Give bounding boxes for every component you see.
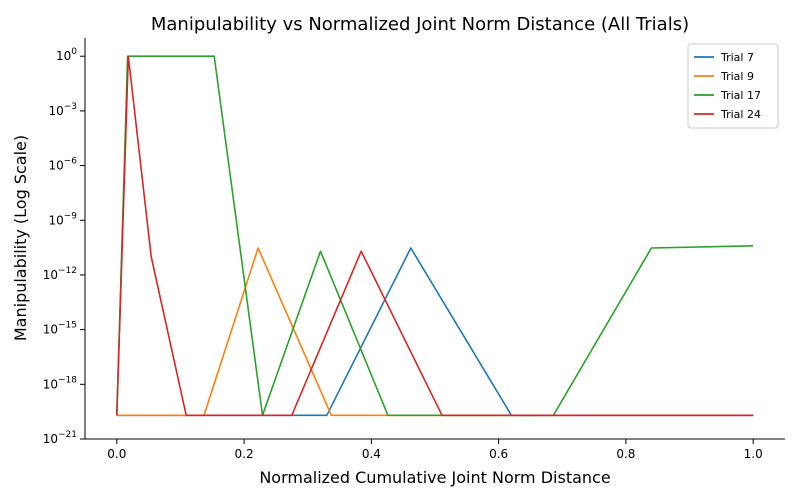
- series-line-trial-17: [116, 55, 754, 417]
- y-tick-label: 10−12: [43, 266, 77, 282]
- x-tick-label: 0.4: [362, 447, 381, 461]
- y-tick-label: 10−21: [43, 430, 77, 446]
- legend-label: Trial 7: [720, 51, 754, 64]
- legend-label: Trial 24: [720, 108, 761, 121]
- y-tick-label: 10−3: [48, 102, 77, 118]
- legend-label: Trial 17: [720, 89, 761, 102]
- series-line-trial-24: [116, 55, 754, 417]
- x-tick-label: 0.6: [489, 447, 508, 461]
- legend-frame: [687, 43, 779, 129]
- y-tick-label: 100: [56, 47, 77, 63]
- y-tick-label: 10−15: [43, 321, 77, 337]
- x-tick-label: 0.0: [107, 447, 126, 461]
- x-ticks: 0.0 0.2 0.4 0.6 0.8 1.0: [107, 439, 763, 461]
- chart-title: Manipulability vs Normalized Joint Norm …: [151, 14, 689, 35]
- x-tick-label: 0.2: [235, 447, 254, 461]
- y-axis-label: Manipulability (Log Scale): [11, 135, 30, 341]
- x-axis-label: Normalized Cumulative Joint Norm Distanc…: [259, 468, 610, 487]
- y-ticks: 10−21 10−18 10−15 10−12 10−9 10−6 10−3 100: [43, 47, 85, 446]
- y-tick-label: 10−9: [48, 211, 77, 227]
- legend: Trial 7 Trial 9 Trial 17 Trial 24: [687, 43, 779, 129]
- y-tick-label: 10−6: [48, 157, 77, 173]
- series-line-trial-9: [116, 247, 754, 417]
- legend-label: Trial 9: [720, 70, 754, 83]
- x-tick-label: 0.8: [616, 447, 635, 461]
- plot-area: [116, 55, 754, 417]
- y-tick-label: 10−18: [43, 375, 78, 391]
- x-tick-label: 1.0: [744, 447, 763, 461]
